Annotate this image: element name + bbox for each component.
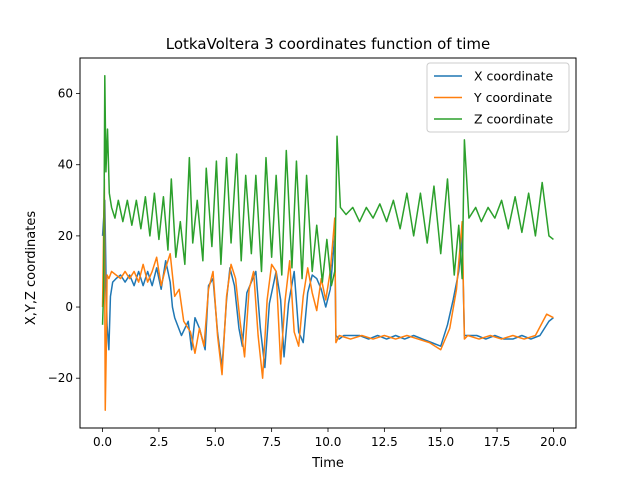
y-tick-label: 0: [65, 300, 73, 314]
x-axis-label: Time: [311, 456, 344, 471]
y-axis: −20 0 20 40 60: [48, 87, 80, 385]
x-tick-label: 5.0: [206, 435, 225, 449]
legend-box: [426, 62, 570, 133]
y-tick-label: 20: [58, 229, 73, 243]
x-tick-label: 2.5: [149, 435, 168, 449]
plot-frame: [79, 57, 577, 429]
x-tick-label: 20.0: [540, 435, 567, 449]
y-tick-label: 40: [58, 158, 73, 172]
x-tick-label: 15.0: [427, 435, 454, 449]
chart-title: LotkaVoltera 3 coordinates function of t…: [166, 35, 491, 53]
x-tick-label: 10.0: [315, 435, 342, 449]
plot-area: [101, 75, 554, 411]
legend-label-3: Z coordinate: [474, 112, 554, 127]
y-axis-label: X,Y,Z coordinates: [24, 211, 39, 325]
x-tick-label: 7.5: [262, 435, 281, 449]
y-tick-label: 60: [58, 87, 73, 101]
x-axis: 0.0 2.5 5.0 7.5 10.0 12.5 15.0 17.5 20.0: [93, 428, 567, 449]
y-tick-label: −20: [48, 371, 73, 385]
legend-label-1: X coordinate: [474, 69, 554, 84]
legend-label-2: Y coordinate: [473, 90, 553, 105]
x-tick-label: 12.5: [371, 435, 398, 449]
series-line-3: [101, 75, 554, 325]
series-line-2: [101, 178, 554, 411]
legend: X coordinate Y coordinate Z coordinate: [426, 62, 570, 133]
x-tick-label: 0.0: [93, 435, 112, 449]
x-tick-label: 17.5: [484, 435, 511, 449]
